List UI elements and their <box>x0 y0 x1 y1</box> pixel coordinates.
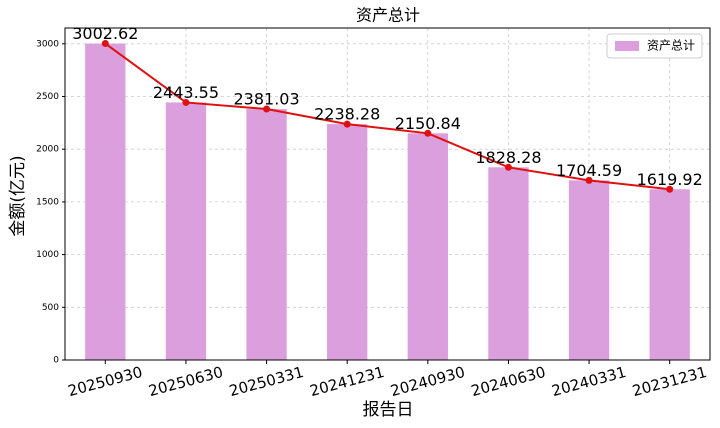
x-tick-label: 20240331 <box>550 363 628 400</box>
chart-title: 资产总计 <box>356 6 420 25</box>
y-tick-label: 2000 <box>36 145 59 155</box>
data-label: 3002.62 <box>72 24 138 43</box>
y-axis-label: 金额(亿元) <box>8 155 28 236</box>
bar <box>649 189 690 360</box>
line-marker <box>504 163 512 171</box>
bar <box>488 167 529 360</box>
x-tick-label: 20250630 <box>147 363 225 400</box>
line-marker <box>101 40 109 48</box>
trend-line <box>104 42 670 191</box>
line-marker <box>343 120 351 128</box>
bar <box>85 43 126 360</box>
y-tick-label: 1000 <box>36 250 59 260</box>
x-axis-label: 报告日 <box>363 400 414 420</box>
line-marker <box>666 185 674 193</box>
data-label: 2150.84 <box>395 114 461 133</box>
x-tick-label: 20240930 <box>388 363 466 400</box>
data-label: 1619.92 <box>637 170 703 189</box>
x-tick-label: 20231231 <box>630 363 708 400</box>
x-tick-label: 20250930 <box>66 363 144 400</box>
data-label: 1704.59 <box>556 161 622 180</box>
x-tick-label: 20241231 <box>308 363 386 400</box>
y-tick-label: 1500 <box>36 197 59 207</box>
data-label: 2381.03 <box>233 90 299 109</box>
bar <box>165 102 207 361</box>
line-marker <box>585 176 593 184</box>
x-tick-label: 20250331 <box>227 363 305 400</box>
y-tick-label: 2500 <box>36 92 59 102</box>
legend-box <box>606 33 703 59</box>
bar <box>246 109 287 360</box>
y-tick-label: 3000 <box>36 39 59 49</box>
plot-frame <box>64 27 711 361</box>
bar <box>407 133 448 360</box>
line-marker <box>263 105 271 113</box>
line-marker <box>182 98 190 106</box>
legend-swatch <box>615 41 639 51</box>
data-label: 2238.28 <box>314 105 380 124</box>
y-tick-label: 0 <box>53 356 59 366</box>
line-marker <box>424 129 432 137</box>
legend-label: 资产总计 <box>647 39 695 53</box>
data-label: 2443.55 <box>153 83 219 102</box>
bar <box>327 124 368 360</box>
bar <box>568 180 610 360</box>
data-label: 1828.28 <box>475 148 541 167</box>
x-tick-label: 20240630 <box>469 363 547 400</box>
y-tick-label: 500 <box>42 303 59 313</box>
